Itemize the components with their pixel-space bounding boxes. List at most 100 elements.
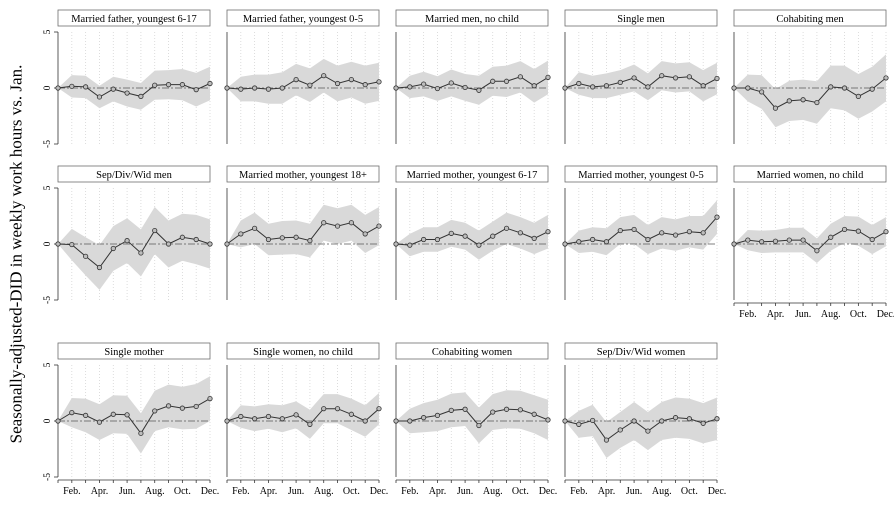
panel-title: Single women, no child: [253, 347, 353, 358]
panel-1: Married father, youngest 6-17 -5 0 5: [43, 9, 213, 148]
data-point: [376, 79, 382, 85]
data-point: [124, 412, 130, 418]
panel-title: Married women, no child: [757, 170, 864, 181]
data-point: [293, 412, 299, 418]
panel-title-box: [57, 342, 211, 360]
data-point: [279, 235, 285, 241]
panel-title: Cohabiting men: [776, 14, 844, 25]
panel-3: Married men, no child: [393, 9, 551, 144]
data-point: [869, 236, 875, 243]
data-point: [517, 407, 523, 413]
panel-title-box: [226, 342, 380, 360]
data-point: [841, 85, 848, 91]
panel-title: Single men: [617, 14, 665, 25]
x-tick-label: Apr.: [91, 486, 109, 497]
x-tick-label: Dec.: [201, 486, 220, 497]
data-point: [645, 236, 651, 243]
x-tick-label: Apr.: [429, 486, 447, 497]
data-point: [407, 84, 413, 90]
panel-title-box: [57, 165, 211, 183]
data-point: [334, 223, 341, 229]
x-tick-label: Aug.: [483, 486, 503, 497]
data-point: [476, 422, 482, 429]
panel-title-box: [395, 165, 549, 183]
panel-12: Single women, no child Feb. Apr. Jun. Aug. Oc…: [224, 342, 389, 497]
data-point: [462, 406, 468, 412]
data-point: [334, 80, 341, 87]
data-point: [321, 406, 327, 412]
data-point: [179, 82, 185, 88]
data-point: [745, 85, 751, 91]
data-point: [83, 84, 89, 90]
y-tick-label: 0: [43, 85, 53, 90]
panel-title: Married father, youngest 6-17: [71, 14, 197, 25]
y-tick-label: -5: [43, 296, 53, 304]
data-point: [321, 220, 327, 226]
panel-8: Married mother, youngest 6-17: [393, 165, 551, 300]
data-point: [672, 232, 679, 238]
panel-4: Single men: [562, 9, 720, 144]
data-point: [165, 82, 172, 88]
data-point: [238, 231, 244, 237]
panel-7: Married mother, youngest 18+: [224, 165, 382, 300]
data-point: [828, 234, 834, 240]
data-point: [238, 86, 244, 92]
data-point: [193, 236, 199, 243]
data-point: [828, 84, 834, 90]
data-point: [576, 239, 582, 245]
panel-11: Single mother -5 0 5 Feb. Apr. Jun. Aug. Oct. Dec…: [43, 342, 220, 497]
data-point: [617, 427, 623, 433]
x-tick-label: Oct.: [850, 309, 867, 320]
data-point: [814, 248, 820, 254]
x-tick-label: Jun.: [626, 486, 642, 497]
data-point: [617, 227, 623, 234]
data-point: [152, 82, 158, 88]
data-point: [238, 413, 244, 420]
data-point: [362, 231, 368, 237]
data-point: [252, 416, 258, 422]
data-point: [110, 86, 116, 92]
x-tick-label: Feb.: [401, 486, 419, 497]
panel-2: Married father, youngest 0-5: [224, 9, 382, 144]
data-point: [179, 234, 185, 240]
panel-6: Sep/Div/Wid men -5 0 5: [43, 165, 213, 304]
panel-title: Single mother: [104, 347, 164, 358]
data-point: [700, 420, 706, 426]
data-point: [179, 405, 185, 411]
data-point: [645, 428, 651, 434]
data-point: [490, 409, 496, 415]
x-tick-label: Jun.: [795, 309, 811, 320]
data-point: [686, 416, 692, 422]
x-tick-label: Aug.: [821, 309, 841, 320]
panel-5: Cohabiting men: [731, 9, 889, 144]
data-point: [69, 83, 75, 89]
data-point: [659, 230, 665, 236]
data-point: [152, 408, 158, 414]
data-point: [686, 229, 692, 235]
data-point: [503, 406, 510, 412]
data-point: [96, 94, 103, 100]
data-point: [448, 80, 454, 86]
x-tick-label: Dec.: [370, 486, 389, 497]
data-point: [476, 87, 482, 93]
data-point: [421, 236, 427, 243]
data-point: [476, 242, 482, 248]
data-point: [883, 75, 889, 81]
x-tick-label: Oct.: [512, 486, 529, 497]
data-point: [265, 86, 272, 92]
data-point: [503, 225, 510, 231]
data-point: [631, 418, 637, 424]
data-point: [265, 236, 272, 243]
data-point: [562, 418, 568, 424]
data-point: [517, 74, 523, 80]
x-tick-label: Aug.: [314, 486, 334, 497]
data-point: [800, 97, 806, 103]
data-point: [855, 228, 861, 234]
x-tick-label: Apr.: [598, 486, 616, 497]
panel-title-box: [564, 342, 718, 360]
x-tick-label: Oct.: [343, 486, 360, 497]
data-point: [883, 229, 889, 235]
data-point: [434, 85, 441, 92]
x-tick-label: Apr.: [767, 309, 785, 320]
confidence-band: [734, 216, 886, 263]
